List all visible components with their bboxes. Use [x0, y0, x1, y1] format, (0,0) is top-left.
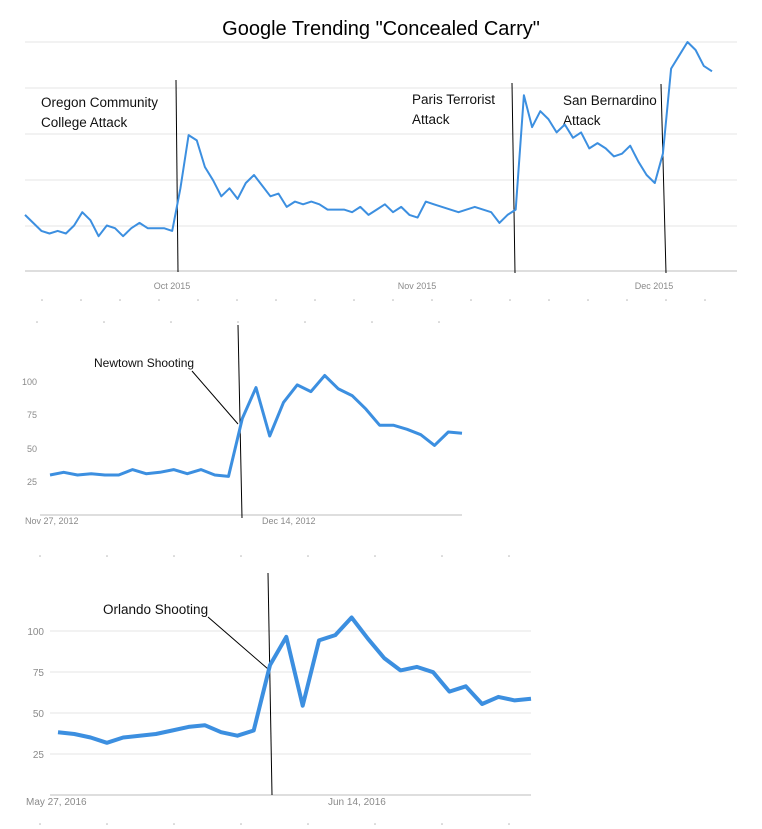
x-tick-label: Nov 27, 2012 — [25, 516, 79, 526]
annotation-paris-line2: Attack — [412, 112, 450, 127]
axis-dot — [119, 299, 121, 301]
axis-dot — [158, 299, 160, 301]
axis-dot — [197, 299, 199, 301]
y-tick-label: 50 — [33, 709, 45, 720]
y-tick-label: 100 — [22, 377, 37, 387]
annotation-newtown: Newtown Shooting — [94, 356, 194, 370]
event-marker-line — [175, 79, 179, 273]
event-marker-line — [511, 82, 516, 274]
axis-dot — [441, 555, 443, 557]
y-tick-label: 75 — [27, 410, 37, 420]
y-tick-label: 75 — [33, 668, 45, 679]
axis-dot — [240, 823, 242, 825]
axis-dot — [704, 299, 706, 301]
x-tick-label: Dec 2015 — [635, 281, 674, 291]
axis-dot — [173, 823, 175, 825]
x-tick-label: Oct 2015 — [154, 281, 191, 291]
event-marker-line — [237, 324, 243, 519]
axis-dot — [374, 823, 376, 825]
axis-dot — [240, 555, 242, 557]
axis-dot — [237, 321, 239, 323]
x-tick-label: May 27, 2016 — [26, 797, 87, 808]
axis-dot — [392, 299, 394, 301]
series-line — [49, 374, 463, 478]
axis-dot — [665, 299, 667, 301]
y-tick-label: 25 — [27, 477, 37, 487]
y-tick-label: 25 — [33, 750, 45, 761]
axis-dot — [80, 299, 82, 301]
annotation-orlando: Orlando Shooting — [103, 602, 208, 617]
axis-dot — [508, 823, 510, 825]
y-tick-label: 50 — [27, 444, 37, 454]
top-dots — [36, 321, 440, 323]
series-line — [24, 41, 713, 238]
axis-dot — [275, 299, 277, 301]
axis-dot — [314, 299, 316, 301]
y-tick-label: 100 — [27, 627, 44, 638]
axis-dot — [470, 299, 472, 301]
axis-dot — [41, 299, 43, 301]
axis-dot — [307, 823, 309, 825]
axis-dot — [371, 321, 373, 323]
annotation-leader-line — [191, 370, 239, 425]
axis-dot — [587, 299, 589, 301]
gridlines — [25, 41, 737, 227]
axis-dot — [106, 823, 108, 825]
axis-dot — [170, 321, 172, 323]
axis-dot — [508, 555, 510, 557]
axis-dot — [431, 299, 433, 301]
x-tick-label: Jun 14, 2016 — [328, 797, 386, 808]
axis-dot — [106, 555, 108, 557]
axis-dot — [441, 823, 443, 825]
annotation-paris-line1: Paris Terrorist — [412, 92, 495, 107]
annotation-leader-line — [207, 616, 269, 670]
annotation-oregon-line1: Oregon Community — [41, 95, 158, 110]
gridlines — [50, 630, 531, 755]
bottom-dots — [39, 823, 510, 825]
event-marker-line — [660, 83, 667, 274]
axis-dot — [626, 299, 628, 301]
event-marker-line — [267, 572, 273, 796]
series-line — [57, 615, 532, 745]
chart-newtown-2012: 100 75 50 25 Nov 27, 2012 Dec 14, 2012 N… — [22, 321, 463, 526]
annotation-sanbernardino-line2: Attack — [563, 113, 601, 128]
axis-dot — [509, 299, 511, 301]
chart-title: Google Trending "Concealed Carry" — [222, 18, 540, 40]
axis-dot — [307, 555, 309, 557]
axis-dot — [103, 321, 105, 323]
chart-concealed-carry-2015: Google Trending "Concealed Carry" Oct 20… — [24, 18, 737, 301]
chart-orlando-2016: 100 75 50 25 May 27, 2016 Jun 14, 2016 O… — [26, 555, 532, 825]
axis-dot — [173, 555, 175, 557]
annotation-oregon-line2: College Attack — [41, 115, 128, 130]
axis-dot — [374, 555, 376, 557]
x-axis-dots — [41, 299, 706, 301]
axis-dot — [236, 299, 238, 301]
top-dots — [39, 555, 510, 557]
axis-dot — [304, 321, 306, 323]
annotation-sanbernardino-line1: San Bernardino — [563, 93, 657, 108]
axis-dot — [36, 321, 38, 323]
axis-dot — [39, 823, 41, 825]
axis-dot — [39, 555, 41, 557]
axis-dot — [548, 299, 550, 301]
axis-dot — [438, 321, 440, 323]
x-tick-label: Nov 2015 — [398, 281, 437, 291]
x-tick-label: Dec 14, 2012 — [262, 516, 316, 526]
axis-dot — [353, 299, 355, 301]
